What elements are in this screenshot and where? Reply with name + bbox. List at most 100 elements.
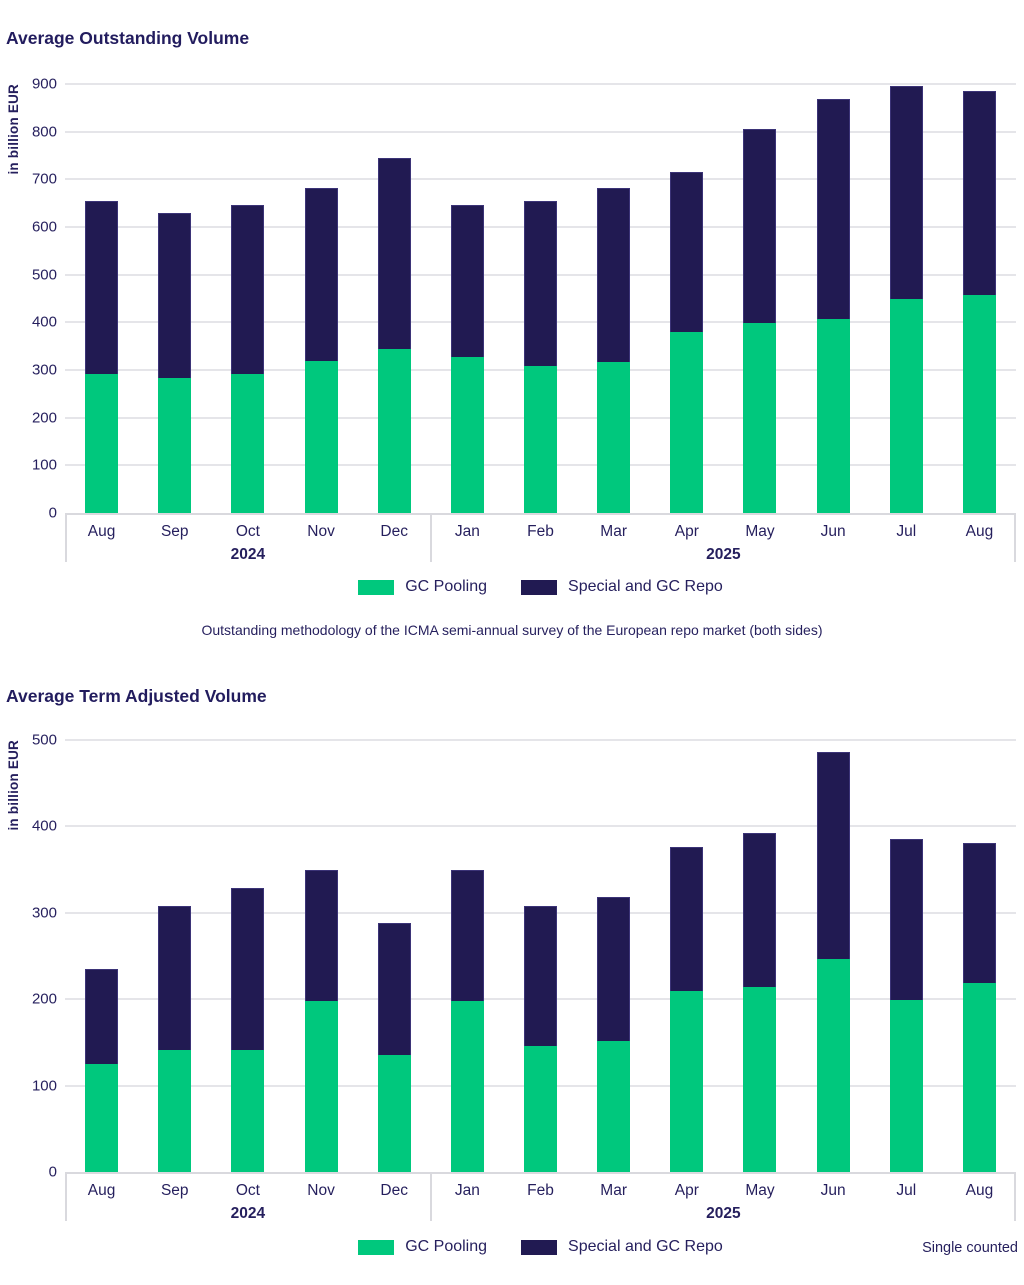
bar-slot-jul [870, 740, 943, 1172]
stacked-bar [816, 740, 850, 1172]
bar-slot-aug [943, 84, 1016, 513]
bar-segment [670, 171, 704, 332]
stacked-bar [597, 740, 631, 1172]
stacked-bar [450, 740, 484, 1172]
bar-segment [158, 213, 192, 379]
legend-swatch [358, 579, 395, 595]
bar-segment [450, 205, 484, 358]
bar-segment [85, 968, 119, 1064]
stacked-bar [450, 84, 484, 513]
gridline [65, 83, 1016, 85]
axis-edge-left [65, 1174, 67, 1221]
bar-segment [450, 869, 484, 1001]
gridline [65, 825, 1016, 828]
chart-title: Average Term Adjusted Volume [6, 686, 267, 706]
y-tick-label: 300 [31, 904, 57, 922]
bar-segment [597, 1040, 631, 1172]
bar-segment [158, 378, 192, 513]
bar-segment [231, 887, 265, 1051]
month-label: Jun [820, 1182, 846, 1199]
axis-edge-right [1014, 1174, 1016, 1221]
legend: GC Pooling Special and GC Repo [65, 1238, 1016, 1256]
legend-swatch [521, 579, 558, 595]
year-group-2024: Aug Sep Oct Nov Dec 2024 [65, 1174, 431, 1223]
month-label: Feb [527, 1182, 554, 1199]
gridline [65, 739, 1016, 741]
bar-segment [889, 298, 923, 513]
bar-segment [377, 348, 411, 513]
axis-divider [429, 515, 432, 562]
bar-segment [743, 987, 777, 1172]
month-label: Mar [600, 523, 627, 540]
month-label: Oct [235, 1182, 260, 1199]
month-label: Aug [87, 1182, 116, 1199]
bar-segment [670, 331, 704, 513]
month-label: Aug [965, 523, 994, 540]
legend-item: GC Pooling [358, 578, 487, 596]
month-label: Jan [454, 1182, 480, 1199]
stacked-bar [231, 84, 265, 513]
y-axis-label: in billion EUR [6, 740, 21, 831]
bar-slot-aug [65, 84, 138, 513]
year-label: 2025 [706, 546, 741, 563]
month-label: Apr [674, 523, 699, 540]
y-tick-label: 400 [31, 817, 57, 835]
month-label: Nov [307, 1182, 335, 1199]
gridline [65, 178, 1016, 181]
bar-slot-jul [870, 84, 943, 513]
bar-segment [304, 361, 338, 513]
bar-segment [231, 205, 265, 374]
bar-slot-aug [943, 740, 1016, 1172]
bar-slot-sep [138, 740, 211, 1172]
bar-segment [85, 373, 119, 513]
stacked-bar [816, 84, 850, 513]
chart-average-outstanding-volume: Average Outstanding Volume in billion EU… [6, 28, 1016, 638]
bar-segment [743, 833, 777, 988]
bars [65, 740, 1016, 1172]
bar-segment [85, 1064, 119, 1172]
bar-segment [597, 188, 631, 362]
month-label: May [745, 523, 775, 540]
bar-segment [524, 200, 558, 367]
legend-label: Special and GC Repo [568, 578, 723, 595]
stacked-bar [524, 84, 558, 513]
bar-segment [889, 838, 923, 1001]
bar-slot-dec [358, 84, 431, 513]
y-tick-label: 500 [31, 266, 57, 284]
bar-segment [377, 923, 411, 1055]
axis-edge-left [65, 515, 67, 562]
stacked-bar [743, 740, 777, 1172]
plot-area: 500 400 300 200 100 0 [32, 733, 1016, 1180]
month-label: Apr [674, 1182, 699, 1199]
month-label: Feb [527, 523, 554, 540]
bar-slot-feb [504, 84, 577, 513]
month-label: Mar [600, 1182, 627, 1199]
y-tick-label: 800 [31, 123, 57, 141]
stacked-bar [231, 740, 265, 1172]
bar-slot-oct [211, 84, 284, 513]
stacked-bar [158, 740, 192, 1172]
stacked-bar [962, 84, 996, 513]
bar-segment [597, 897, 631, 1041]
bar-segment [231, 1050, 265, 1172]
legend-swatch [521, 1239, 558, 1255]
bar-segment [962, 90, 996, 295]
stacked-bar [85, 740, 119, 1172]
chart-title: Average Outstanding Volume [6, 28, 250, 48]
bar-segment [816, 959, 850, 1172]
bar-segment [85, 201, 119, 374]
legend-label: GC Pooling [405, 1238, 488, 1255]
bar-segment [524, 1045, 558, 1172]
legend-item: Special and GC Repo [521, 578, 723, 596]
stacked-bar [743, 84, 777, 513]
bar-segment [816, 319, 850, 513]
bar-slot-apr [650, 740, 723, 1172]
bar-slot-jun [797, 740, 870, 1172]
y-tick-label: 100 [31, 1077, 57, 1095]
bar-segment [743, 323, 777, 513]
axis-edge-right [1014, 515, 1016, 562]
bar-segment [670, 991, 704, 1172]
legend-label: GC Pooling [405, 578, 488, 595]
bar-segment [889, 86, 923, 299]
bar-slot-may [723, 84, 796, 513]
